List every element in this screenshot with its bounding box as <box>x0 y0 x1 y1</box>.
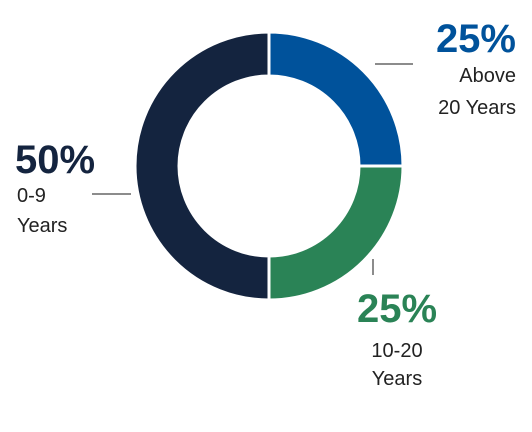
data-label-category-0-9-years-line2: Years <box>17 215 67 237</box>
donut-slices <box>133 30 405 302</box>
data-label-percent-above-20-years: 25% <box>436 17 516 61</box>
data-label-category-10-20-years-line1: 10-20 <box>371 340 422 362</box>
leader-lines <box>92 63 413 275</box>
data-label-percent-0-9-years: 50% <box>15 138 95 182</box>
donut-slice-above-20-years <box>267 30 405 168</box>
data-label-category-10-20-years-line2: Years <box>372 368 422 390</box>
data-label-category-above-20-years-line2: 20 Years <box>438 97 516 119</box>
donut-slice-0-9-years <box>133 30 271 302</box>
data-label-percent-10-20-years: 25% <box>357 287 437 331</box>
donut-slice-10-20-years <box>267 164 405 302</box>
data-label-category-above-20-years-line1: Above <box>459 65 516 87</box>
data-label-category-0-9-years-line1: 0-9 <box>17 185 46 207</box>
